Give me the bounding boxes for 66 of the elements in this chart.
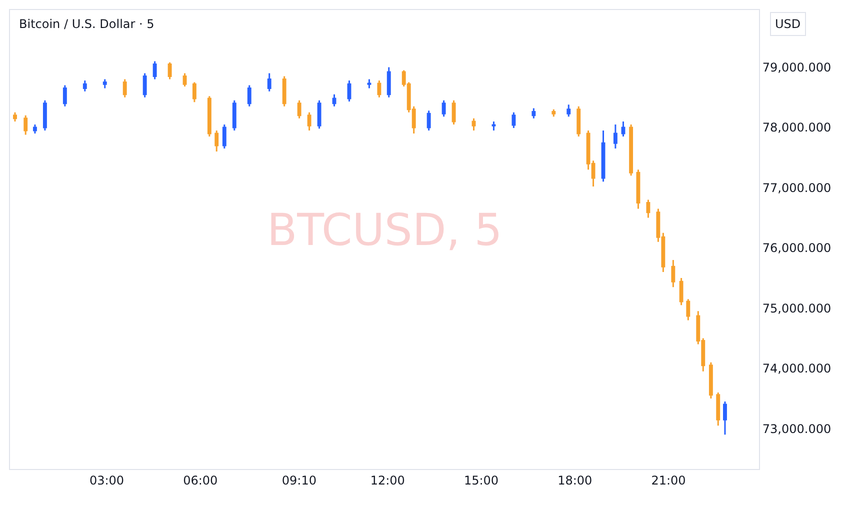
candlestick xyxy=(192,82,196,103)
candlestick xyxy=(232,100,236,132)
candlestick xyxy=(442,100,446,118)
candlestick xyxy=(723,400,727,436)
candlestick xyxy=(621,120,626,138)
candlestick xyxy=(452,100,456,126)
x-tick-label: 15:00 xyxy=(464,473,499,488)
candlestick xyxy=(168,62,172,80)
candlestick xyxy=(82,80,87,92)
candlestick xyxy=(42,100,47,132)
y-tick-label: 77,000.000 xyxy=(762,180,832,195)
candlestick xyxy=(613,124,618,150)
candlestick xyxy=(601,130,606,182)
candlestick xyxy=(222,124,226,150)
candlestick xyxy=(214,130,219,152)
y-tick-label: 76,000.000 xyxy=(762,241,832,256)
y-tick-label: 79,000.000 xyxy=(762,60,832,74)
candlestick xyxy=(377,80,382,98)
candlestick xyxy=(207,95,212,138)
candlestick xyxy=(102,78,107,90)
y-tick-label: 75,000.000 xyxy=(762,301,832,316)
candlestick xyxy=(576,106,581,138)
candlestick xyxy=(426,110,431,132)
candlestick xyxy=(307,112,312,132)
candlestick xyxy=(122,78,127,98)
candlestick xyxy=(636,168,640,210)
y-tick-label: 78,000.000 xyxy=(762,120,832,135)
candlestick xyxy=(247,84,252,108)
candlestick xyxy=(32,124,37,134)
candlestick xyxy=(386,66,391,98)
candlestick xyxy=(182,72,187,88)
candlestick xyxy=(152,60,157,80)
candlestick xyxy=(679,277,684,306)
candlestick xyxy=(686,298,690,321)
x-tick-label: 12:00 xyxy=(370,473,405,488)
candlestick xyxy=(671,259,676,288)
text: Bitcoin / U.S. Dollar · 5 xyxy=(19,17,154,31)
candlestick xyxy=(367,78,372,90)
candlestick xyxy=(332,94,336,108)
candlestick xyxy=(512,112,516,129)
candlestick xyxy=(472,118,476,132)
candlestick xyxy=(492,120,496,132)
candlestick xyxy=(13,112,17,122)
candlestick xyxy=(297,100,302,120)
candlestick xyxy=(317,100,322,130)
candlestick xyxy=(347,80,352,102)
x-tick-label: 21:00 xyxy=(651,473,686,488)
text: USD xyxy=(775,17,801,31)
candlestick xyxy=(646,198,650,219)
candlestick xyxy=(532,107,536,120)
candlestick xyxy=(62,84,67,108)
candlestick xyxy=(552,108,556,118)
y-tick-label: 73,000.000 xyxy=(762,422,832,436)
candlestick xyxy=(708,362,713,400)
x-tick-label: 09:10 xyxy=(282,473,316,488)
candlestick xyxy=(629,124,634,176)
candlestick xyxy=(566,104,571,118)
x-tick-label: 03:00 xyxy=(89,473,124,488)
candlestick xyxy=(282,76,286,108)
candlestick xyxy=(267,72,272,92)
candlestick xyxy=(24,114,28,136)
x-tick-label: 18:00 xyxy=(558,473,592,488)
x-tick-label: 06:00 xyxy=(183,473,218,488)
y-tick-label: 74,000.000 xyxy=(762,362,832,376)
candlestick xyxy=(716,392,720,426)
candlestick xyxy=(142,72,147,98)
